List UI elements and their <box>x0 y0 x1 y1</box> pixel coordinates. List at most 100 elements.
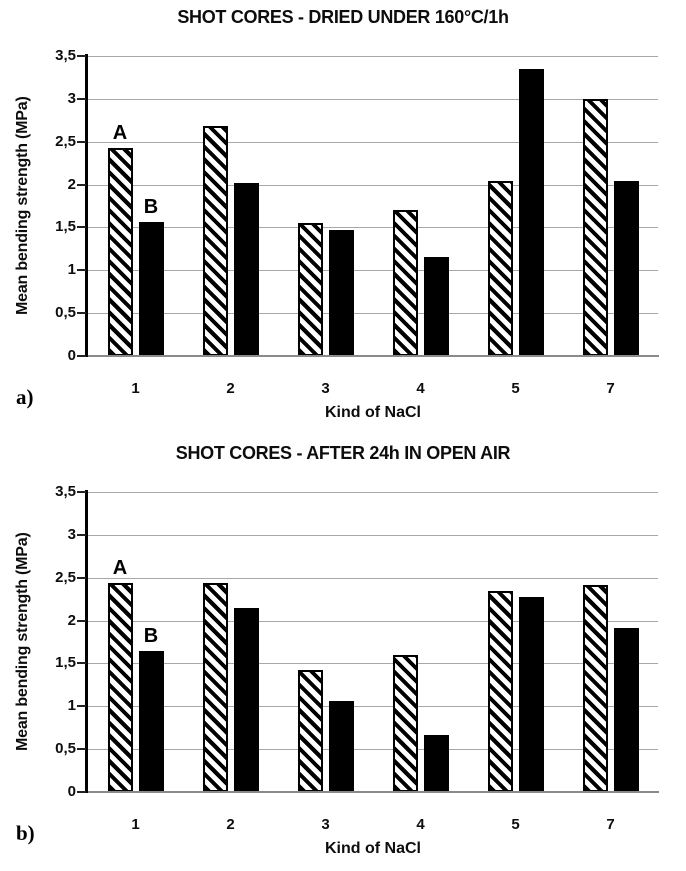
y-tick-label: 1,5 <box>55 218 76 236</box>
y-tick-label: 2 <box>67 175 76 193</box>
x-category-label: 1 <box>131 380 140 397</box>
bar-series-a-cat-4 <box>392 654 418 792</box>
bar-series-a-cat-5 <box>487 590 513 792</box>
y-tick-mark <box>77 491 86 493</box>
bar-series-b-cat-4 <box>423 735 449 792</box>
bar-series-a-cat-4 <box>392 210 418 356</box>
gridline <box>88 270 658 272</box>
y-tick-label: 0 <box>67 347 76 364</box>
chart-title: SHOT CORES - AFTER 24h IN OPEN AIR <box>175 443 511 463</box>
gridline <box>88 56 658 57</box>
y-tick-mark <box>77 312 86 315</box>
x-axis-line <box>88 791 659 793</box>
y-tick-label: 2,5 <box>55 132 76 150</box>
gridline <box>88 141 658 143</box>
y-tick-label: 1,5 <box>55 654 76 672</box>
y-tick-mark <box>77 226 86 229</box>
chart-title: SHOT CORES - DRIED UNDER 160°C/1h <box>177 7 509 27</box>
y-axis-line <box>85 490 88 793</box>
bar-series-a-cat-7 <box>582 584 608 792</box>
bar-series-b-cat-2 <box>233 182 259 356</box>
gridline <box>88 706 658 708</box>
y-tick-mark <box>77 269 86 272</box>
y-axis-line <box>85 54 88 357</box>
bar-series-a-cat-1 <box>107 147 133 356</box>
x-category-label: 5 <box>511 816 520 833</box>
y-tick-mark <box>77 533 86 536</box>
y-tick-mark <box>77 183 86 186</box>
x-category-label: 2 <box>226 816 235 833</box>
bar-series-b-cat-2 <box>233 607 259 792</box>
y-tick-mark <box>77 355 86 357</box>
y-tick-label: 0 <box>67 783 76 800</box>
y-tick-mark <box>77 576 86 579</box>
x-category-label: 7 <box>606 816 615 833</box>
gridline <box>88 534 658 536</box>
y-tick-label: 1 <box>67 697 76 715</box>
bar-series-a-cat-7 <box>582 98 608 356</box>
gridline <box>88 577 658 579</box>
bar-series-a-cat-3 <box>297 670 323 792</box>
x-category-label: 3 <box>321 380 330 397</box>
bar-series-b-cat-5 <box>518 597 544 792</box>
bar-series-b-cat-7 <box>613 181 639 356</box>
x-category-label: 3 <box>321 816 330 833</box>
bar-series-b-cat-3 <box>328 701 354 792</box>
x-axis-line <box>88 355 659 357</box>
panel-label-a: a) <box>16 385 34 409</box>
y-tick-mark <box>77 748 86 751</box>
gridline <box>88 313 658 315</box>
bar-series-a-cat-2 <box>202 126 228 356</box>
bar-series-b-cat-7 <box>613 628 639 792</box>
y-tick-label: 0,5 <box>55 740 76 758</box>
series-annotation-a: A <box>112 121 128 144</box>
x-axis-title: Kind of NaCl <box>325 840 421 857</box>
y-tick-mark <box>77 662 86 665</box>
bar-series-b-cat-1 <box>138 650 164 792</box>
x-category-label: 2 <box>226 380 235 397</box>
x-category-label: 1 <box>131 816 140 833</box>
y-tick-mark <box>77 140 86 143</box>
x-category-label: 4 <box>416 380 425 397</box>
y-tick-label: 3,5 <box>55 47 76 64</box>
gridline <box>88 663 658 665</box>
series-annotation-b: B <box>143 624 159 647</box>
gridline <box>88 749 658 751</box>
y-tick-label: 3,5 <box>55 483 76 500</box>
chart-panel-a: SHOT CORES - DRIED UNDER 160°C/1h Mean b… <box>0 0 686 435</box>
bar-series-b-cat-3 <box>328 230 354 356</box>
series-annotation-b: B <box>143 196 159 219</box>
y-tick-label: 1 <box>67 261 76 279</box>
y-tick-mark <box>77 705 86 708</box>
x-category-label: 4 <box>416 816 425 833</box>
y-tick-label: 3 <box>67 525 76 543</box>
bar-series-a-cat-1 <box>107 582 133 792</box>
gridline <box>88 98 658 100</box>
y-tick-label: 2,5 <box>55 568 76 586</box>
gridline <box>88 227 658 229</box>
bar-series-b-cat-1 <box>138 222 164 356</box>
gridline <box>88 184 658 186</box>
series-annotation-a: A <box>112 556 128 579</box>
chart-panel-b: SHOT CORES - AFTER 24h IN OPEN AIR Mean … <box>0 436 686 871</box>
gridline <box>88 620 658 622</box>
gridline <box>88 492 658 493</box>
bar-series-b-cat-4 <box>423 257 449 356</box>
y-tick-label: 2 <box>67 611 76 629</box>
bar-series-a-cat-2 <box>202 582 228 792</box>
y-tick-mark <box>77 619 86 622</box>
y-tick-mark <box>77 97 86 100</box>
y-tick-mark <box>77 55 86 57</box>
y-tick-label: 0,5 <box>55 304 76 322</box>
bar-series-a-cat-3 <box>297 223 323 356</box>
x-axis-title: Kind of NaCl <box>325 404 421 421</box>
bar-series-a-cat-5 <box>487 181 513 356</box>
x-category-label: 7 <box>606 380 615 397</box>
x-category-label: 5 <box>511 380 520 397</box>
panel-label-b: b) <box>16 821 35 845</box>
bar-series-b-cat-5 <box>518 68 544 356</box>
y-tick-mark <box>77 791 86 793</box>
